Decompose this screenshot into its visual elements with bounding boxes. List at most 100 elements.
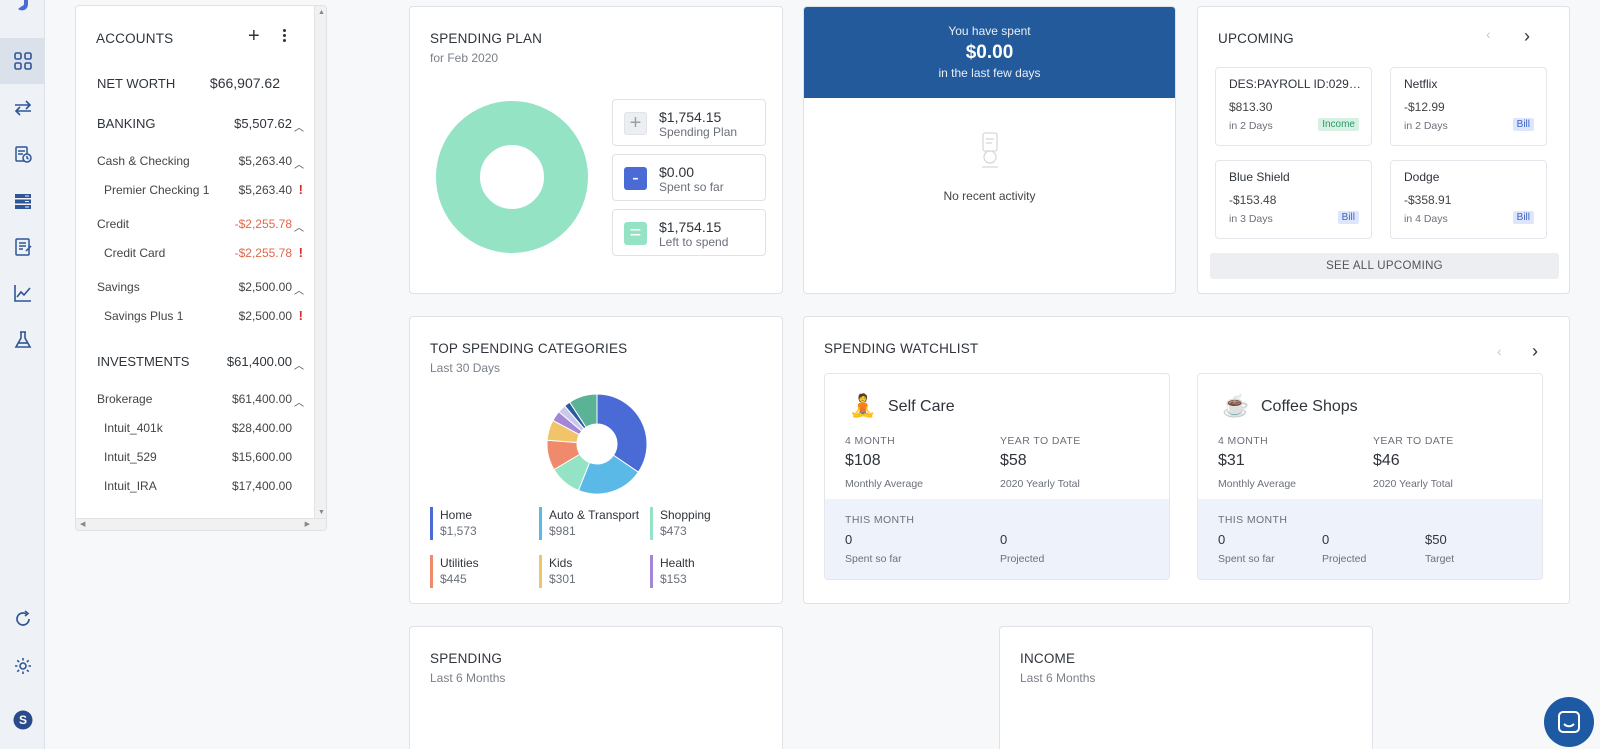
four-month-value: $31 (1218, 452, 1245, 469)
upcoming-when: in 2 Days (1404, 120, 1448, 132)
collapse-cash-icon[interactable]: ︿ (294, 160, 304, 171)
savings-row[interactable]: Savings $2,500.00 (97, 280, 292, 294)
investments-value: $61,400.00 (226, 354, 292, 369)
spending-plan-amount: $1,754.15 (659, 109, 722, 125)
legend-shopping: Shopping $473 (650, 507, 711, 540)
see-all-upcoming-button[interactable]: SEE ALL UPCOMING (1210, 253, 1559, 279)
chat-button[interactable] (1544, 697, 1594, 747)
bills-icon[interactable] (0, 131, 45, 177)
credit-row[interactable]: Credit -$2,255.78 (97, 217, 292, 231)
credit-label: Credit (97, 217, 130, 231)
premier-checking-row[interactable]: Premier Checking 1 $5,263.40 (104, 183, 292, 197)
legend-kids: Kids $301 (539, 555, 576, 588)
next-arrow-icon[interactable]: › (1524, 26, 1530, 46)
lab-icon[interactable] (0, 317, 45, 363)
dashboard-icon[interactable] (0, 38, 45, 84)
legend-swatch (539, 555, 542, 588)
watchlist-self-care[interactable]: 🧘 Self Care 4 MONTH $108 Monthly Average… (824, 373, 1170, 580)
intuit-401k-value: $28,400.00 (231, 421, 292, 435)
recent-activity-card[interactable]: You have spent $0.00 in the last few day… (803, 6, 1176, 294)
add-account-icon[interactable]: + (248, 25, 260, 47)
cash-checking-value: $5,263.40 (238, 154, 292, 168)
collapse-savings-icon[interactable]: ︿ (294, 286, 304, 297)
trends-icon[interactable] (0, 270, 45, 316)
intuit-401k-row[interactable]: Intuit_401k $28,400.00 (104, 421, 292, 435)
collapse-investments-icon[interactable]: ︿ (294, 361, 304, 372)
spent-line2: in the last few days (938, 66, 1041, 80)
intuit-529-row[interactable]: Intuit_529 $15,600.00 (104, 450, 292, 464)
spent-value: 0 (845, 532, 853, 547)
collapse-credit-icon[interactable]: ︿ (294, 223, 304, 234)
settings-icon[interactable] (0, 643, 45, 689)
income-card[interactable]: INCOME Last 6 Months (999, 626, 1373, 749)
spending-card[interactable]: SPENDING Last 6 Months (409, 626, 783, 749)
spending-title: SPENDING (430, 651, 503, 666)
credit-card-row[interactable]: Credit Card -$2,255.78 (104, 246, 292, 260)
ytd-value: $46 (1373, 452, 1400, 469)
categories-donut-chart (546, 393, 648, 495)
transactions-icon[interactable] (0, 85, 45, 131)
collapse-banking-icon[interactable]: ︿ (294, 123, 304, 134)
spending-plan-total-box: + $1,754.15 Spending Plan (612, 99, 766, 146)
legend-auto-transport: Auto & Transport $981 (539, 507, 639, 540)
accounts-icon[interactable] (0, 178, 45, 224)
upcoming-name: Blue Shield (1229, 170, 1290, 184)
horizontal-scrollbar[interactable]: ◀ ▶ (76, 518, 326, 530)
investments-row[interactable]: INVESTMENTS $61,400.00 (97, 354, 292, 369)
vertical-scrollbar[interactable]: ▲ ▼ (314, 6, 326, 530)
upcoming-item[interactable]: Dodge -$358.91 in 4 Days Bill (1390, 160, 1547, 239)
coffee-icon: ☕ (1222, 393, 1250, 418)
upcoming-item[interactable]: DES:PAYROLL ID:0296... $813.30 in 2 Days… (1215, 67, 1372, 146)
savings-value: $2,500.00 (238, 280, 292, 294)
legend-value: $153 (660, 572, 687, 586)
donut-slice-other-3[interactable] (568, 393, 598, 428)
spending-plan-subtitle: for Feb 2020 (430, 51, 499, 65)
profile-icon[interactable]: S (0, 697, 45, 743)
spent-label: Spent so far (1218, 553, 1275, 565)
accounts-card: ACCOUNTS + NET WORTH $66,907.62 BANKING … (75, 5, 327, 531)
watchlist-coffee-shops[interactable]: ☕ Coffee Shops 4 MONTH $31 Monthly Avera… (1197, 373, 1543, 580)
spending-plan-card[interactable]: SPENDING PLAN for Feb 2020 + $1,754.15 S… (409, 6, 783, 294)
savings-plus-value: $2,500.00 (238, 309, 292, 323)
prev-arrow-icon[interactable]: ‹ (1497, 343, 1502, 359)
cash-checking-row[interactable]: Cash & Checking $5,263.40 (97, 154, 292, 168)
left-to-spend-box: = $1,754.15 Left to spend (612, 209, 766, 256)
next-arrow-icon[interactable]: › (1532, 341, 1538, 361)
brokerage-label: Brokerage (97, 392, 153, 406)
bill-badge: Bill (1512, 118, 1534, 131)
watchlist-name: Coffee Shops (1261, 398, 1358, 415)
banking-row[interactable]: BANKING $5,507.62 (97, 116, 292, 131)
recent-header: You have spent $0.00 in the last few day… (804, 7, 1175, 98)
left-amount: $1,754.15 (659, 219, 722, 235)
budget-icon[interactable] (0, 224, 45, 270)
bill-badge: Bill (1512, 211, 1534, 224)
credit-card-label: Credit Card (104, 246, 166, 260)
upcoming-name: Netflix (1404, 77, 1438, 91)
alert-icon: ! (298, 245, 303, 260)
projected-label: Projected (1322, 553, 1367, 565)
banking-value: $5,507.62 (234, 116, 292, 131)
intuit-ira-row[interactable]: Intuit_IRA $17,400.00 (104, 479, 292, 493)
brokerage-row[interactable]: Brokerage $61,400.00 (97, 392, 292, 406)
donut-slice-home[interactable] (596, 393, 648, 473)
legend-name: Utilities (440, 556, 479, 570)
investments-label: INVESTMENTS (97, 354, 190, 369)
legend-value: $1,573 (440, 524, 477, 538)
intuit-ira-label: Intuit_IRA (104, 479, 157, 493)
top-categories-card[interactable]: TOP SPENDING CATEGORIES Last 30 Days Hom… (409, 316, 783, 604)
upcoming-amount: $813.30 (1229, 100, 1273, 114)
upcoming-item[interactable]: Blue Shield -$153.48 in 3 Days Bill (1215, 160, 1372, 239)
legend-name: Shopping (660, 508, 711, 522)
legend-swatch (430, 555, 433, 588)
empty-receipt-icon (982, 132, 998, 168)
upcoming-item[interactable]: Netflix -$12.99 in 2 Days Bill (1390, 67, 1547, 146)
prev-arrow-icon[interactable]: ‹ (1486, 26, 1491, 42)
collapse-brokerage-icon[interactable]: ︿ (294, 398, 304, 409)
ytd-value: $58 (1000, 452, 1027, 469)
four-month-value: $108 (845, 452, 881, 469)
more-options-icon[interactable] (283, 29, 287, 42)
savings-plus-row[interactable]: Savings Plus 1 $2,500.00 (104, 309, 292, 323)
refresh-icon[interactable] (0, 596, 45, 642)
spent-value: 0 (1218, 532, 1226, 547)
watchlist-card: SPENDING WATCHLIST ‹ › 🧘 Self Care 4 MON… (803, 316, 1570, 604)
